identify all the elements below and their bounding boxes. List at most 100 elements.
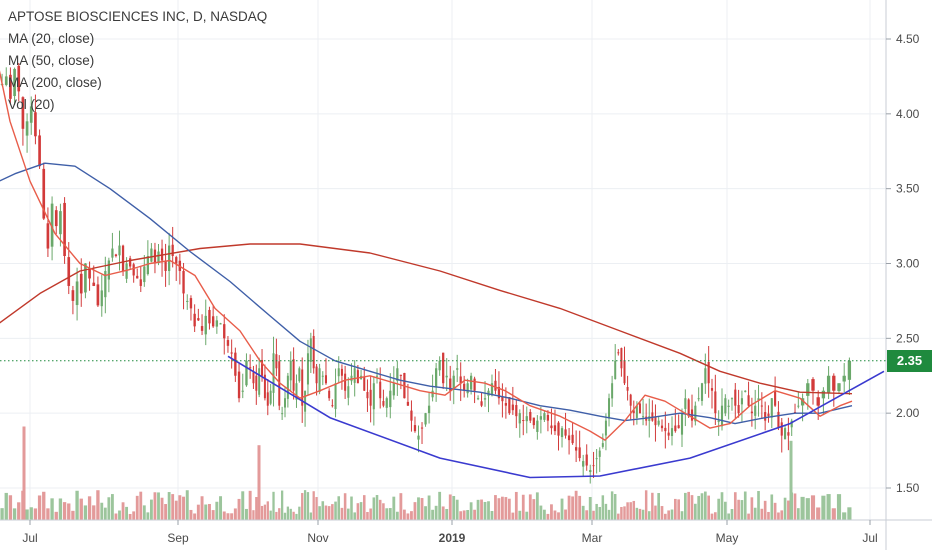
volume-bar (826, 494, 831, 520)
candle-body (385, 398, 388, 408)
candle-body (424, 413, 427, 425)
volume-bar (629, 502, 632, 520)
volume-bar (167, 492, 171, 520)
volume-bar (704, 491, 707, 520)
volume-bar (710, 513, 714, 520)
candle-body (298, 368, 301, 382)
volume-bar (727, 513, 730, 520)
volume-bar (280, 490, 284, 520)
volume-bar (532, 499, 536, 520)
candle-body (304, 390, 307, 412)
volume-bar (321, 501, 325, 520)
volume-bar (388, 508, 392, 520)
candle-body (200, 326, 204, 331)
volume-bar (340, 507, 344, 520)
volume-bar (292, 511, 295, 520)
candle-body (38, 135, 41, 167)
candle-body (529, 411, 532, 421)
volume-bar (690, 495, 694, 520)
volume-bar (369, 508, 372, 520)
volume-bar (535, 492, 539, 520)
candle-body (757, 398, 760, 401)
volume-bar (266, 501, 269, 520)
candle-body (150, 248, 153, 262)
candle-body (518, 413, 521, 424)
candle-body (592, 465, 595, 467)
candle-body (420, 427, 424, 429)
candle-body (734, 389, 737, 406)
volume-bar (255, 497, 258, 520)
candle-body (821, 390, 826, 399)
volume-bar (617, 513, 620, 520)
candle-body (25, 121, 29, 136)
volume-bar (356, 503, 360, 520)
volume-bar (385, 508, 389, 520)
volume-bar (222, 511, 226, 520)
volume-bar (146, 512, 150, 520)
volume-bar (780, 510, 784, 520)
candle-body (707, 361, 710, 384)
candle-body (4, 76, 8, 85)
candle-body (382, 400, 385, 406)
volume-bar (174, 500, 178, 520)
candle-body (604, 420, 607, 436)
volume-bar (58, 498, 63, 520)
indicator-volume: Vol (20) (8, 97, 55, 112)
candle-body (252, 372, 255, 384)
volume-bar (507, 498, 511, 520)
candle-body (714, 391, 717, 414)
volume-bar (490, 511, 494, 520)
candle-body (459, 376, 462, 384)
volume-bar (107, 497, 111, 520)
candle-body (29, 106, 33, 123)
candle-body (396, 368, 399, 381)
volume-bar (797, 508, 800, 520)
candle-body (237, 371, 241, 399)
candle-body (392, 383, 395, 396)
candle-body (476, 398, 480, 400)
candle-body (473, 378, 476, 391)
candle-body (376, 375, 379, 377)
candle-body (806, 383, 810, 396)
candle-body (431, 390, 434, 398)
last-price-tag: 2.35 (887, 349, 932, 372)
volume-bar (610, 491, 614, 520)
candle-body (737, 405, 740, 414)
candle-body (258, 368, 261, 395)
candle-body (114, 254, 118, 257)
volume-bar (783, 497, 787, 520)
candle-body (132, 264, 135, 276)
candle-body (740, 398, 743, 405)
volume-bar (160, 497, 164, 520)
volume-bar (399, 493, 403, 520)
volume-bar (164, 504, 168, 520)
y-tick-label: 3.50 (896, 182, 920, 196)
candle-body (107, 260, 110, 280)
volume-bar (677, 499, 680, 520)
candle-body (168, 245, 171, 272)
candle-body (337, 368, 340, 377)
candle-body (744, 390, 747, 392)
volume-bar (312, 491, 315, 520)
candle-body (442, 352, 445, 384)
candle-body (318, 368, 321, 392)
volume-bar (402, 509, 406, 520)
candle-body (234, 352, 237, 376)
volume-bar (632, 500, 636, 520)
volume-bar (378, 499, 382, 520)
candle-body (784, 428, 787, 440)
candle-body (553, 425, 557, 432)
volume-bar (306, 492, 310, 520)
candle-body (667, 432, 670, 436)
volume-bar (96, 490, 100, 520)
candle-body (550, 425, 553, 429)
volume-bar (211, 510, 215, 520)
candle-body (284, 398, 286, 408)
candle-body (632, 410, 635, 414)
candle-body (331, 405, 334, 407)
candle-body (539, 416, 542, 420)
candle-body (557, 422, 560, 436)
volume-bar (118, 510, 121, 520)
